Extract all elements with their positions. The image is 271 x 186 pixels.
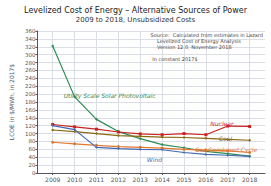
svg-text:280: 280 [25,60,36,66]
svg-text:Levelized Cost of Energy – Alt: Levelized Cost of Energy – Alternative S… [24,6,248,15]
svg-text:60: 60 [28,146,35,152]
svg-text:Levelized Cost of Energy Analy: Levelized Cost of Energy Analysis [150,38,241,44]
svg-text:2018: 2018 [242,176,257,183]
svg-text:80: 80 [28,138,35,144]
svg-text:Coal: Coal [219,135,233,142]
svg-text:2009 to 2018, Unsubsidized Cos: 2009 to 2018, Unsubsidized Costs [76,16,196,24]
svg-text:Utility Scale Solar Photovolta: Utility Scale Solar Photovoltaic [64,92,157,100]
svg-text:2011: 2011 [89,176,104,183]
svg-text:340: 340 [25,36,36,42]
svg-text:0: 0 [32,170,36,176]
svg-text:2014: 2014 [155,176,170,183]
svg-text:360: 360 [25,28,36,34]
svg-text:Gas Combined Cycle: Gas Combined Cycle [195,146,257,154]
svg-text:160: 160 [25,107,36,113]
svg-text:Source: Calculated from estima: Source: Calculated from estimates in Laz… [150,32,263,38]
svg-text:120: 120 [25,123,36,129]
svg-text:2013: 2013 [133,176,148,183]
svg-text:2009: 2009 [45,176,60,183]
svg-text:20: 20 [28,162,35,168]
svg-text:2012: 2012 [111,176,126,183]
svg-text:2016: 2016 [198,176,213,183]
svg-text:2017: 2017 [220,176,235,183]
svg-text:220: 220 [25,83,36,89]
svg-text:Version 12.0, November 2018: Version 12.0, November 2018 [151,44,232,50]
svg-text:100: 100 [25,131,36,137]
svg-text:40: 40 [28,154,35,160]
svg-text:300: 300 [25,52,36,58]
svg-text:140: 140 [25,115,36,121]
svg-text:200: 200 [25,91,36,97]
svg-text:Wind: Wind [147,156,162,163]
svg-text:260: 260 [25,67,36,73]
svg-text:320: 320 [25,44,36,50]
svg-text:2010: 2010 [67,176,82,183]
svg-text:LCOE in $/MWh, in 2017$: LCOE in $/MWh, in 2017$ [8,64,15,141]
svg-text:240: 240 [25,75,36,81]
svg-text:2015: 2015 [176,176,191,183]
svg-text:180: 180 [25,99,36,105]
svg-text:Nuclear: Nuclear [210,120,234,127]
svg-text:In constant 2017$: In constant 2017$ [151,56,198,62]
